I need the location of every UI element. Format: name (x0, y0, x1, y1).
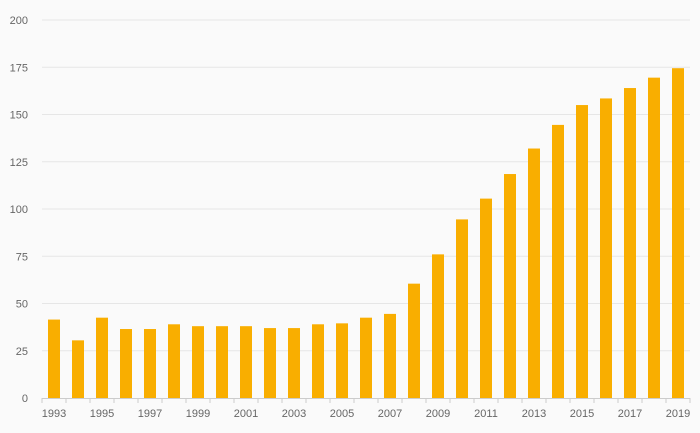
bar-2013[interactable] (528, 148, 540, 398)
bar-2019[interactable] (672, 68, 684, 398)
bar-1993[interactable] (48, 319, 60, 398)
y-tick-label: 100 (10, 204, 28, 216)
bar-2010[interactable] (456, 219, 468, 398)
bar-2017[interactable] (624, 88, 636, 398)
bar-2003[interactable] (288, 328, 300, 398)
bar-2011[interactable] (480, 198, 492, 398)
bar-1994[interactable] (72, 340, 84, 398)
bar-1997[interactable] (144, 329, 156, 398)
x-tick-label: 2013 (522, 408, 546, 420)
y-tick-label: 125 (10, 157, 28, 169)
x-tick-label: 1997 (138, 408, 162, 420)
bar-2008[interactable] (408, 283, 420, 398)
x-tick-label: 1995 (90, 408, 114, 420)
bar-2012[interactable] (504, 174, 516, 398)
bar-2000[interactable] (216, 326, 228, 398)
x-tick-label: 2019 (666, 408, 690, 420)
x-tick-label: 2001 (234, 408, 258, 420)
x-tick-label: 2017 (618, 408, 642, 420)
bar-2005[interactable] (336, 323, 348, 398)
bar-1998[interactable] (168, 324, 180, 398)
bar-2004[interactable] (312, 324, 324, 398)
bar-1999[interactable] (192, 326, 204, 398)
bar-2002[interactable] (264, 328, 276, 398)
y-tick-label: 75 (16, 251, 28, 263)
x-tick-label: 2005 (330, 408, 354, 420)
bar-2006[interactable] (360, 317, 372, 398)
y-tick-label: 175 (10, 62, 28, 74)
bar-1996[interactable] (120, 329, 132, 398)
y-tick-label: 200 (10, 15, 28, 27)
bar-2001[interactable] (240, 326, 252, 398)
y-tick-label: 0 (22, 393, 28, 405)
bar-2016[interactable] (600, 98, 612, 398)
x-tick-label: 2015 (570, 408, 594, 420)
bar-2007[interactable] (384, 313, 396, 398)
bar-2014[interactable] (552, 124, 564, 399)
x-tick-label: 1993 (42, 408, 66, 420)
x-tick-label: 2007 (378, 408, 402, 420)
x-tick-label: 1999 (186, 408, 210, 420)
x-tick-label: 2003 (282, 408, 306, 420)
bar-1995[interactable] (96, 317, 108, 398)
bar-2015[interactable] (576, 105, 588, 399)
y-tick-label: 50 (16, 299, 28, 311)
bar-2009[interactable] (432, 254, 444, 398)
bar-2018[interactable] (648, 77, 660, 399)
y-tick-label: 25 (16, 346, 28, 358)
y-tick-label: 150 (10, 110, 28, 122)
x-tick-label: 2009 (426, 408, 450, 420)
x-tick-label: 2011 (474, 408, 498, 420)
